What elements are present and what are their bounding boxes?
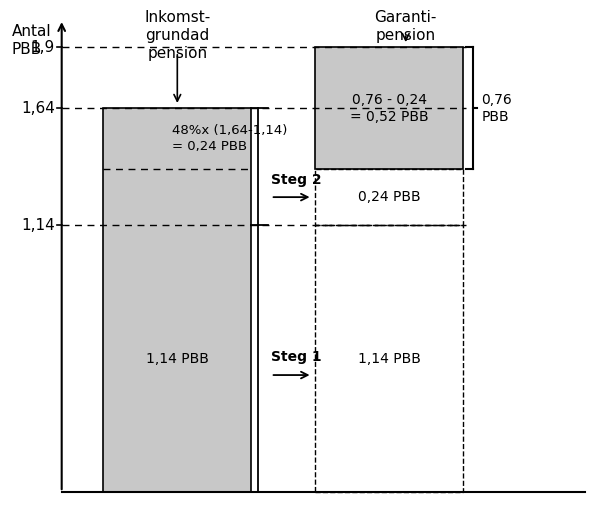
Text: Steg 1: Steg 1 <box>270 350 321 364</box>
Bar <box>103 108 251 492</box>
Bar <box>315 169 463 225</box>
Bar <box>315 47 463 169</box>
Text: Steg 2: Steg 2 <box>270 172 321 187</box>
Text: 1,14: 1,14 <box>21 218 55 233</box>
Text: 0,24 PBB: 0,24 PBB <box>358 190 420 204</box>
Text: 0,76 - 0,24
= 0,52 PBB: 0,76 - 0,24 = 0,52 PBB <box>350 92 429 124</box>
Text: Garanti-
pension: Garanti- pension <box>374 10 437 43</box>
Text: 1,9: 1,9 <box>31 40 55 55</box>
Text: 1,14 PBB: 1,14 PBB <box>358 352 420 366</box>
Text: 1,64: 1,64 <box>21 101 55 116</box>
Text: 1,14 PBB: 1,14 PBB <box>146 352 209 366</box>
Bar <box>315 225 463 492</box>
Text: 0,76
PBB: 0,76 PBB <box>481 92 512 124</box>
Text: 48%x (1,64-1,14)
= 0,24 PBB: 48%x (1,64-1,14) = 0,24 PBB <box>172 124 287 153</box>
Text: Inkomst-
grundad
pension: Inkomst- grundad pension <box>144 10 210 61</box>
Text: Antal
PBB: Antal PBB <box>11 24 51 57</box>
